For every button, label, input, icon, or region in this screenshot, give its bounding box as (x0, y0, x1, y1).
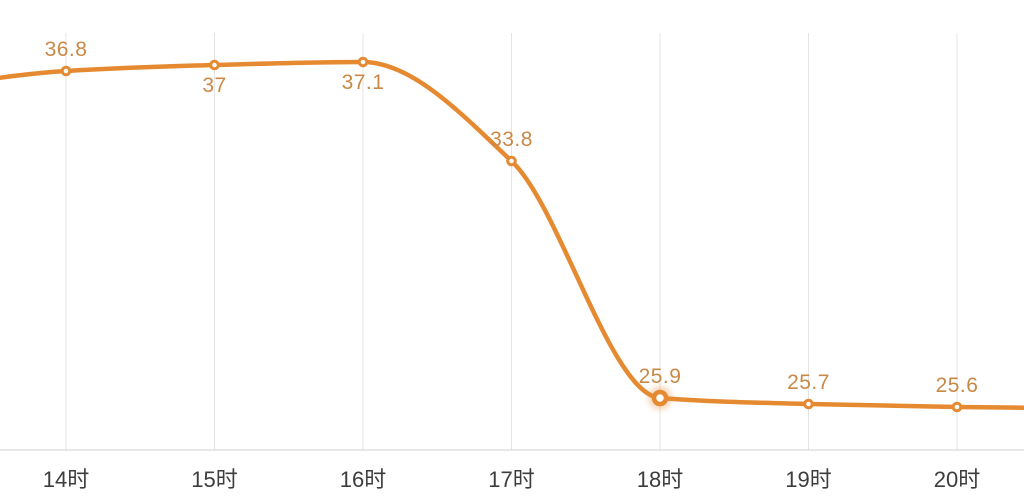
data-point-14h[interactable] (60, 65, 72, 77)
data-point-17h[interactable] (506, 155, 517, 167)
series-line (0, 59, 1024, 411)
data-point-15h[interactable] (209, 59, 220, 71)
data-point-20h[interactable] (951, 401, 963, 413)
data-point-16h[interactable] (357, 56, 369, 68)
data-point-markers (60, 56, 963, 413)
gridlines (65, 33, 958, 450)
data-point-18h-highlighted[interactable] (651, 389, 669, 407)
data-point-19h[interactable] (803, 398, 814, 410)
